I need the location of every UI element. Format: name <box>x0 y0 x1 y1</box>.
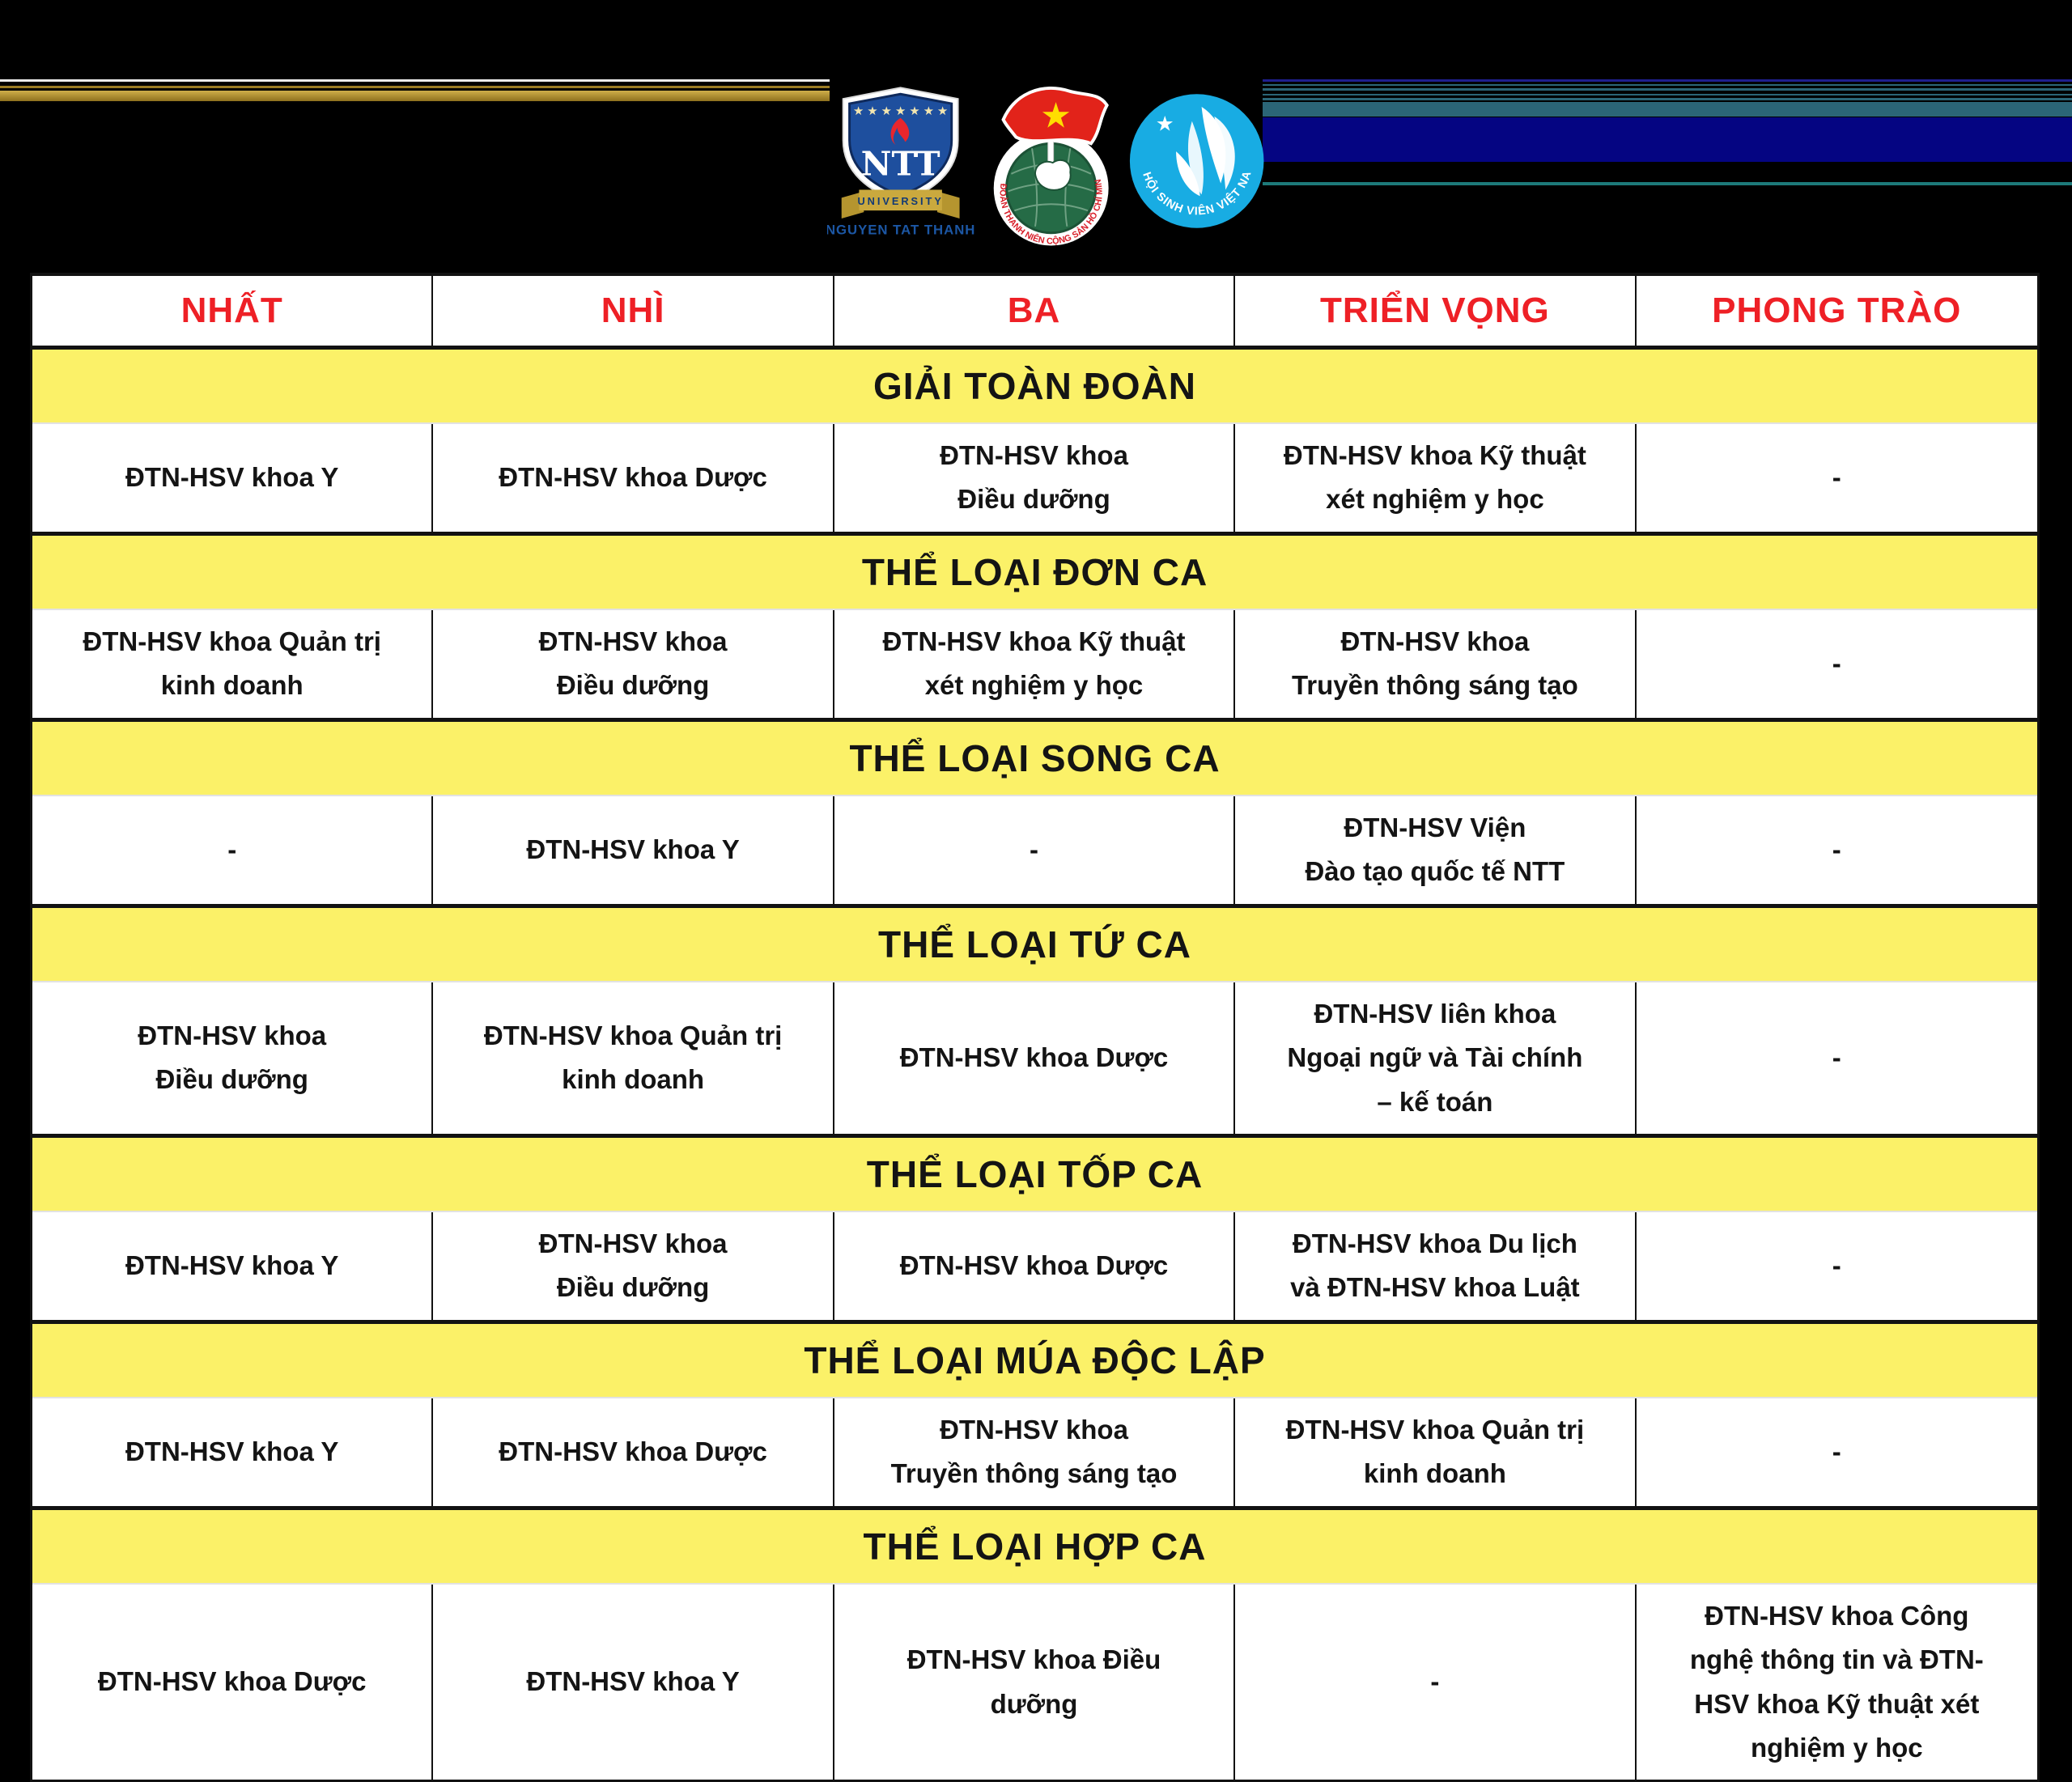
ntt-flame-icon <box>890 117 910 146</box>
result-cell: ĐTN-HSV khoa Dược <box>433 1398 834 1506</box>
section-title: THỂ LOẠI HỢP CA <box>32 1509 2037 1585</box>
award-section: GIẢI TOÀN ĐOÀN ĐTN-HSV khoa Y ĐTN-HSV kho… <box>32 350 2037 536</box>
doan-tncs-hcm-logo-icon: ★ ĐOÀN THANH NIÊN CỘNG SẢN HỒ CHÍ MINH <box>979 77 1110 247</box>
ntt-caption: NGUYEN TAT THANH <box>827 223 974 238</box>
result-cell: - <box>1832 1436 1841 1467</box>
award-section: THỂ LOẠI ĐƠN CA ĐTN-HSV khoa Quản trị ki… <box>32 535 2037 722</box>
results-table: NHẤT NHÌ BA TRIỂN VỌNG PHONG TRÀO GIẢI TOÀN … <box>30 273 2040 1782</box>
result-cell: ĐTN-HSV khoa Quản trị kinh doanh <box>32 609 434 718</box>
result-cell: ĐTN-HSV khoa Truyền thông sáng tạo <box>834 1398 1236 1506</box>
result-cell: ĐTN-HSV khoa Truyền thông sáng tạo <box>1235 609 1637 718</box>
ntt-initials: NTT <box>861 144 940 184</box>
result-cell: ĐTN-HSV Viện Đào tạo quốc tế NTT <box>1235 796 1637 904</box>
doan-star-icon: ★ <box>1040 97 1072 136</box>
banner-teal-stripe <box>1263 94 2072 95</box>
hoi-sinh-vien-logo-icon: ★ HỘI SINH VIÊN VIỆT NAM <box>1125 88 1264 228</box>
section-row: - ĐTN-HSV khoa Y - ĐTN-HSV Viện Đào tạo quố… <box>32 796 2037 908</box>
award-section: THỂ LOẠI TỐP CA ĐTN-HSV khoa Y ĐTN-HSV kh… <box>32 1137 2037 1324</box>
banner-gold-band <box>0 91 830 101</box>
banner-teal-stripe <box>1263 88 2072 91</box>
result-cell: ĐTN-HSV khoa Công nghệ thông tin và ĐTN-… <box>1689 1600 1984 1763</box>
ntt-banner-text: UNIVERSITY <box>857 195 943 207</box>
ntt-university-logo-icon: ★ ★ ★ ★ ★ ★ ★ NTT UNIVERSITY NGUYEN TAT … <box>827 87 974 238</box>
section-title: THỂ LOẠI MÚA ĐỘC LẬP <box>32 1323 2037 1398</box>
result-cell: ĐTN-HSV khoa Y <box>433 1584 834 1780</box>
section-row: ĐTN-HSV khoa Điều dưỡng ĐTN-HSV khoa Quản… <box>32 982 2037 1138</box>
result-cell: - <box>1832 1250 1841 1281</box>
result-cell: - <box>1832 1042 1841 1073</box>
result-cell: ĐTN-HSV khoa Điều dưỡng <box>433 1211 834 1320</box>
result-cell: ĐTN-HSV khoa Dược <box>32 1584 434 1780</box>
section-title: THỂ LOẠI TỨ CA <box>32 907 2037 982</box>
result-cell: ĐTN-HSV khoa Du lịch và ĐTN-HSV khoa Luậ… <box>1235 1211 1637 1320</box>
section-title: THỂ LOẠI SONG CA <box>32 721 2037 796</box>
result-cell: ĐTN-HSV khoa Quản trị kinh doanh <box>433 982 834 1134</box>
award-section: THỂ LOẠI HỢP CA ĐTN-HSV khoa Dược ĐTN-HSV… <box>32 1509 2037 1780</box>
result-cell: - <box>32 796 434 904</box>
top-banner: ★ ★ ★ ★ ★ ★ ★ NTT UNIVERSITY NGUYEN TAT … <box>0 0 2072 273</box>
award-section: THỂ LOẠI TỨ CA ĐTN-HSV khoa Điều dưỡng ĐT… <box>32 907 2037 1138</box>
banner-teal-stripe <box>1263 84 2072 86</box>
result-cell: - <box>1832 462 1841 493</box>
result-cell: - <box>1235 1584 1637 1780</box>
section-row: ĐTN-HSV khoa Y ĐTN-HSV khoa Dược ĐTN-HSV k… <box>32 424 2037 536</box>
result-cell: ĐTN-HSV khoa Y <box>32 1398 434 1506</box>
column-header-row: NHẤT NHÌ BA TRIỂN VỌNG PHONG TRÀO <box>32 276 2037 350</box>
column-header: BA <box>834 276 1236 346</box>
result-cell: ĐTN-HSV khoa Dược <box>834 1211 1236 1320</box>
result-cell: ĐTN-HSV khoa Y <box>32 424 434 532</box>
award-section: THỂ LOẠI SONG CA - ĐTN-HSV khoa Y - ĐTN-HSV… <box>32 721 2037 908</box>
results-table-body: GIẢI TOÀN ĐOÀN ĐTN-HSV khoa Y ĐTN-HSV kho… <box>32 350 2037 1780</box>
column-header: NHÌ <box>433 276 834 346</box>
result-cell: ĐTN-HSV khoa Điều dưỡng <box>834 424 1236 532</box>
section-row: ĐTN-HSV khoa Dược ĐTN-HSV khoa Y ĐTN-HSV k… <box>32 1584 2037 1780</box>
result-cell: ĐTN-HSV khoa Điều dưỡng <box>32 982 434 1134</box>
result-cell: ĐTN-HSV khoa Điều dưỡng <box>834 1584 1236 1780</box>
banner-teal-low-line <box>1263 182 2072 185</box>
banner-gold-thin-stripe <box>0 86 830 88</box>
result-cell: - <box>1832 648 1841 679</box>
result-cell: ĐTN-HSV khoa Quản trị kinh doanh <box>1235 1398 1637 1506</box>
banner-silver-stripe <box>0 79 830 82</box>
section-row: ĐTN-HSV khoa Quản trị kinh doanh ĐTN-HSV … <box>32 609 2037 722</box>
ntt-stars-icon: ★ ★ ★ ★ ★ ★ ★ <box>853 105 948 118</box>
hsv-star-icon: ★ <box>1155 113 1174 136</box>
result-cell: ĐTN-HSV khoa Kỹ thuật xét nghiệm y học <box>1235 424 1637 532</box>
result-cell: ĐTN-HSV khoa Y <box>433 796 834 904</box>
column-header: TRIỂN VỌNG <box>1235 276 1637 346</box>
section-row: ĐTN-HSV khoa Y ĐTN-HSV khoa Dược ĐTN-HSV k… <box>32 1398 2037 1510</box>
doan-flag-icon <box>1001 87 1110 146</box>
column-header: PHONG TRÀO <box>1712 291 1962 330</box>
banner-teal-band <box>1263 102 2072 117</box>
banner-navy-band <box>1263 117 2072 162</box>
section-title: THỂ LOẠI ĐƠN CA <box>32 535 2037 610</box>
result-cell: - <box>834 796 1236 904</box>
logo-group: ★ ★ ★ ★ ★ ★ ★ NTT UNIVERSITY NGUYEN TAT … <box>827 77 1268 251</box>
result-cell: ĐTN-HSV khoa Y <box>32 1211 434 1320</box>
banner-navy-line <box>1263 79 2072 82</box>
result-cell: - <box>1832 834 1841 864</box>
section-title: GIẢI TOÀN ĐOÀN <box>32 350 2037 424</box>
award-section: THỂ LOẠI MÚA ĐỘC LẬP ĐTN-HSV khoa Y ĐTN-H… <box>32 1323 2037 1510</box>
column-header: NHẤT <box>32 276 434 346</box>
section-row: ĐTN-HSV khoa Y ĐTN-HSV khoa Điều dưỡng ĐTN… <box>32 1211 2037 1324</box>
result-cell: ĐTN-HSV khoa Kỹ thuật xét nghiệm y học <box>834 609 1236 718</box>
section-title: THỂ LOẠI TỐP CA <box>32 1137 2037 1212</box>
result-cell: ĐTN-HSV khoa Dược <box>433 424 834 532</box>
result-cell: ĐTN-HSV khoa Dược <box>834 982 1236 1134</box>
banner-teal-stripe <box>1263 98 2072 100</box>
result-cell: ĐTN-HSV liên khoa Ngoại ngữ và Tài chính… <box>1235 982 1637 1134</box>
result-cell: ĐTN-HSV khoa Điều dưỡng <box>433 609 834 718</box>
doan-fist-icon <box>1034 159 1072 191</box>
